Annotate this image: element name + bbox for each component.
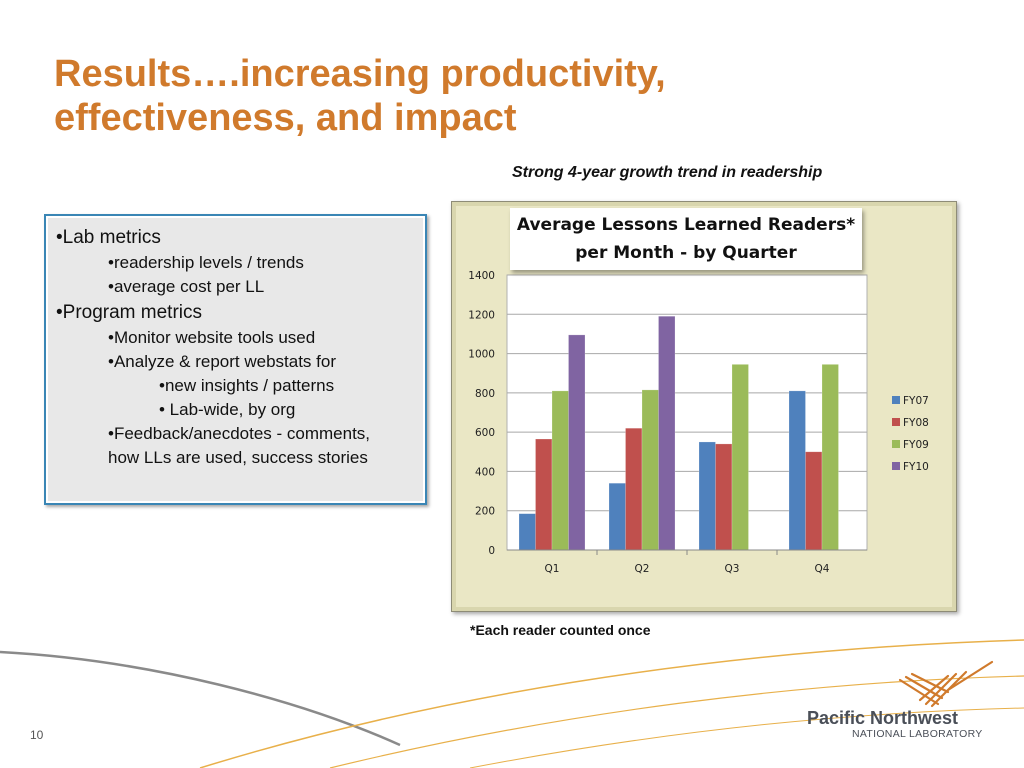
bar-fy09-q2: [641, 389, 659, 551]
y-tick-label: 800: [475, 388, 495, 400]
legend-swatch-fy08: [892, 418, 900, 426]
bullet-panel: •Lab metrics •readership levels / trends…: [44, 214, 427, 505]
chart-title: Average Lessons Learned Readers* per Mon…: [510, 208, 862, 270]
pnnl-net-icon: [898, 660, 994, 708]
bar-fy08-q4: [805, 451, 823, 551]
page-title: Results….increasing productivity, effect…: [54, 53, 666, 139]
logo-subtitle: NATIONAL LABORATORY: [852, 728, 983, 740]
y-tick-label: 600: [475, 427, 495, 439]
bar-fy09-q4: [821, 364, 839, 551]
legend-swatch-fy09: [892, 440, 900, 448]
bar-fy10-q1: [568, 334, 586, 551]
x-tick-label: Q3: [725, 563, 740, 575]
bar-fy08-q2: [625, 427, 643, 551]
y-tick-label: 200: [475, 506, 495, 518]
page-number: 10: [30, 728, 44, 742]
bullet-item: •Feedback/anecdotes - comments,: [108, 424, 371, 443]
bullet-item: •Lab metrics: [56, 227, 161, 248]
bar-fy09-q1: [551, 390, 569, 551]
logo-name: Pacific Northwest: [807, 708, 959, 728]
bar-fy09-q3: [731, 364, 749, 551]
bullet-item: how LLs are used, success stories: [108, 448, 368, 467]
bar-fy07-q4: [788, 390, 806, 551]
legend-swatch-fy10: [892, 462, 900, 470]
y-tick-label: 1400: [468, 270, 495, 282]
bar-fy08-q3: [715, 443, 733, 551]
bar-fy07-q2: [608, 482, 626, 551]
y-tick-label: 400: [475, 466, 495, 478]
bar-fy07-q1: [518, 513, 536, 551]
bullet-item: •Monitor website tools used: [108, 328, 316, 347]
bullet-item: •readership levels / trends: [108, 253, 304, 272]
x-tick-label: Q2: [635, 563, 650, 575]
legend-label: FY08: [903, 417, 929, 429]
legend-label: FY09: [903, 439, 929, 451]
chart-subtitle: Strong 4-year growth trend in readership: [512, 164, 823, 181]
bullet-item: •Program metrics: [56, 302, 203, 323]
bullet-item: • Lab-wide, by org: [159, 400, 296, 419]
x-tick-label: Q1: [545, 563, 560, 575]
bullet-item: •new insights / patterns: [159, 376, 335, 395]
bar-fy07-q3: [698, 441, 716, 551]
legend-label: FY10: [903, 461, 929, 473]
footnote: *Each reader counted once: [470, 622, 651, 638]
bar-fy10-q2: [658, 315, 676, 551]
x-tick-label: Q4: [815, 563, 830, 575]
legend-label: FY07: [903, 395, 929, 407]
y-tick-label: 0: [488, 545, 495, 557]
y-tick-label: 1000: [468, 349, 495, 361]
legend-swatch-fy07: [892, 396, 900, 404]
y-tick-label: 1200: [468, 309, 495, 321]
bar-fy08-q1: [535, 438, 553, 551]
bullet-item: •average cost per LL: [108, 277, 265, 296]
bar-chart: 0 200 400 600 800 1000 1200 1400 Q1 Q2 Q3 Q4 FY07 FY0…: [468, 270, 929, 575]
bullet-item: •Analyze & report webstats for: [108, 352, 336, 371]
